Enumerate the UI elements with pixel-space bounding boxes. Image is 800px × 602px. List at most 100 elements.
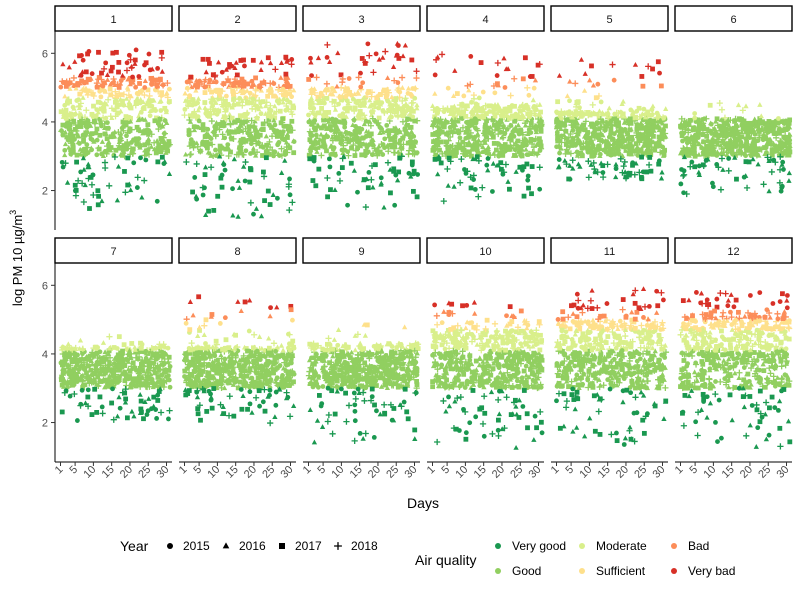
data-point	[383, 94, 389, 100]
data-point	[107, 81, 114, 87]
data-point	[598, 160, 604, 166]
data-point	[200, 127, 206, 133]
data-point	[592, 129, 597, 135]
data-point	[134, 95, 140, 101]
data-point	[408, 173, 414, 179]
data-point	[287, 341, 292, 347]
data-point	[141, 129, 147, 135]
data-point	[382, 88, 387, 94]
data-point	[319, 100, 324, 106]
data-point	[397, 129, 403, 135]
data-point	[435, 142, 441, 148]
data-point	[98, 106, 104, 112]
data-point	[505, 179, 511, 184]
data-point	[775, 120, 781, 126]
data-point	[374, 95, 380, 101]
data-point	[204, 132, 210, 138]
data-point	[97, 349, 103, 355]
data-point	[247, 90, 253, 96]
data-point	[239, 151, 246, 158]
data-point	[390, 64, 397, 69]
data-point	[637, 137, 643, 143]
data-point	[308, 95, 315, 101]
data-point	[94, 137, 100, 143]
data-point	[83, 69, 89, 75]
data-point	[378, 100, 383, 106]
data-point	[361, 121, 368, 127]
data-point	[252, 86, 259, 94]
data-point	[108, 105, 115, 112]
data-point	[219, 69, 225, 75]
data-point	[80, 57, 86, 63]
data-point	[291, 139, 297, 145]
data-point	[72, 59, 78, 64]
data-point	[203, 317, 209, 323]
data-point	[632, 61, 639, 67]
data-point	[165, 373, 171, 379]
data-point	[85, 88, 91, 94]
data-point	[244, 109, 251, 116]
data-point	[183, 320, 189, 326]
data-point	[287, 176, 292, 182]
data-point	[318, 90, 324, 96]
data-point	[110, 75, 117, 83]
data-point	[116, 394, 122, 400]
data-point	[192, 113, 198, 119]
data-point	[238, 58, 244, 63]
data-point	[159, 123, 166, 129]
data-point	[161, 161, 167, 166]
data-point	[162, 118, 168, 123]
data-point	[130, 77, 136, 83]
data-point	[247, 199, 254, 206]
data-point	[291, 150, 297, 156]
data-point	[306, 128, 314, 135]
data-point	[99, 87, 105, 92]
data-point	[122, 189, 129, 196]
data-point	[275, 195, 280, 201]
data-point	[394, 177, 401, 183]
data-point	[126, 181, 132, 187]
data-point	[183, 158, 190, 166]
data-point	[280, 99, 286, 105]
data-point	[219, 184, 225, 190]
data-point	[155, 125, 162, 133]
data-point	[83, 107, 90, 114]
data-point	[415, 172, 421, 177]
data-point	[76, 111, 83, 118]
data-point	[72, 127, 78, 132]
data-point	[114, 104, 120, 110]
data-point	[188, 339, 195, 347]
data-point	[284, 149, 291, 156]
data-point	[96, 49, 101, 55]
data-point	[751, 137, 757, 142]
data-point	[390, 136, 396, 142]
data-point	[281, 355, 287, 361]
data-point	[285, 81, 291, 87]
data-point	[596, 108, 603, 114]
data-point	[312, 111, 318, 117]
data-point	[692, 111, 698, 116]
data-point	[409, 159, 415, 165]
data-point	[266, 138, 273, 145]
data-point	[92, 386, 98, 392]
data-point	[62, 141, 69, 147]
data-point	[326, 59, 333, 64]
data-point	[285, 394, 291, 400]
data-point	[272, 414, 278, 420]
data-point	[73, 85, 79, 91]
data-point	[336, 177, 344, 185]
data-point	[327, 124, 333, 129]
data-point	[148, 98, 154, 104]
data-point	[283, 139, 290, 145]
data-point	[587, 112, 593, 118]
data-point	[94, 126, 100, 132]
data-point	[289, 94, 295, 100]
data-point	[312, 113, 318, 119]
data-point	[278, 60, 285, 66]
data-point	[242, 299, 248, 305]
data-point	[760, 181, 767, 188]
data-point	[409, 139, 415, 145]
data-point	[125, 86, 131, 92]
data-point	[143, 60, 149, 66]
data-point	[99, 70, 104, 76]
